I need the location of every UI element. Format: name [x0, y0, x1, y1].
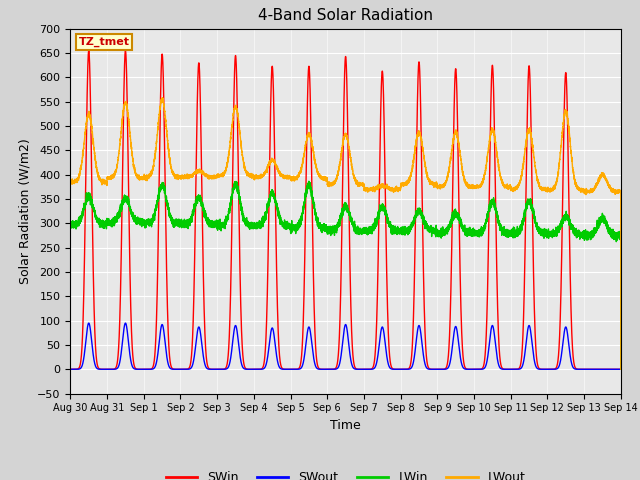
- SWin: [617, 366, 625, 372]
- SWin: [67, 366, 74, 372]
- Y-axis label: Solar Radiation (W/m2): Solar Radiation (W/m2): [19, 138, 32, 284]
- LWout: [67, 180, 74, 186]
- Title: 4-Band Solar Radiation: 4-Band Solar Radiation: [258, 9, 433, 24]
- Line: SWout: SWout: [70, 323, 621, 369]
- SWout: [617, 366, 625, 372]
- LWin: [327, 228, 335, 234]
- LWout: [469, 185, 477, 191]
- Legend: SWin, SWout, LWin, LWout: SWin, SWout, LWin, LWout: [161, 467, 531, 480]
- SWout: [587, 366, 595, 372]
- SWout: [85, 320, 93, 326]
- SWin: [594, 366, 602, 372]
- LWin: [253, 222, 261, 228]
- LWout: [159, 95, 166, 101]
- SWout: [594, 366, 602, 372]
- LWout: [617, 366, 625, 372]
- SWout: [67, 366, 74, 372]
- LWout: [587, 190, 595, 195]
- LWin: [469, 229, 477, 235]
- SWout: [580, 366, 588, 372]
- SWout: [253, 366, 261, 372]
- SWin: [85, 48, 93, 54]
- SWout: [469, 366, 477, 372]
- LWin: [587, 233, 595, 239]
- LWin: [305, 179, 313, 184]
- LWin: [484, 209, 492, 215]
- Line: SWin: SWin: [70, 51, 621, 369]
- SWin: [469, 366, 477, 372]
- SWout: [484, 349, 492, 355]
- LWout: [594, 179, 602, 184]
- SWin: [587, 366, 595, 372]
- Line: LWin: LWin: [70, 181, 621, 369]
- LWout: [327, 181, 335, 187]
- LWout: [484, 147, 492, 153]
- X-axis label: Time: Time: [330, 419, 361, 432]
- LWin: [617, 366, 625, 372]
- LWin: [594, 225, 602, 231]
- Line: LWout: LWout: [70, 98, 621, 369]
- SWout: [327, 366, 335, 372]
- SWin: [484, 250, 492, 256]
- LWout: [253, 174, 261, 180]
- Text: TZ_tmet: TZ_tmet: [79, 37, 130, 48]
- SWin: [580, 366, 588, 372]
- LWin: [67, 220, 74, 226]
- SWin: [253, 366, 261, 372]
- SWin: [327, 366, 335, 372]
